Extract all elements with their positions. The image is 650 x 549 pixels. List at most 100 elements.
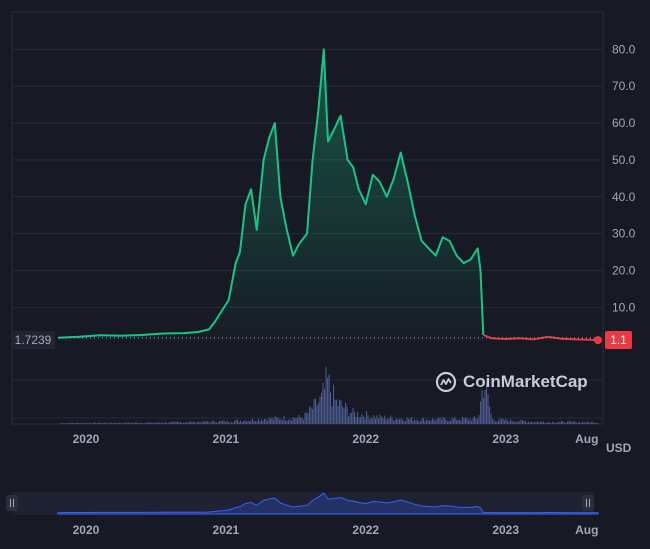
volume-bar xyxy=(81,423,83,424)
volume-bar xyxy=(376,415,378,424)
volume-bar xyxy=(180,422,182,424)
volume-bar xyxy=(453,418,455,424)
volume-bar xyxy=(396,418,398,424)
volume-bar xyxy=(384,415,386,424)
volume-bar xyxy=(447,421,449,424)
volume-bar xyxy=(414,419,416,424)
volume-bar xyxy=(177,421,179,424)
volume-bar xyxy=(513,421,515,424)
volume-bar xyxy=(204,421,206,424)
volume-bar xyxy=(324,388,326,424)
volume-bar xyxy=(169,422,171,424)
current-price-dot xyxy=(594,336,602,345)
y-axis: 10.0 20.0 30.0 40.0 50.0 60.0 70.0 80.0 xyxy=(612,42,636,314)
volume-bar xyxy=(372,418,374,424)
volume-bar xyxy=(469,418,471,424)
volume-bar xyxy=(154,422,156,424)
volume-bar xyxy=(579,421,581,424)
y-tick-label: 30.0 xyxy=(612,227,636,241)
volume-bar xyxy=(594,423,596,424)
grid-lines xyxy=(12,48,603,419)
volume-bar xyxy=(492,419,494,424)
x-axis: 2020 2021 2022 2023 Aug xyxy=(73,432,599,446)
volume-bar xyxy=(537,421,539,424)
volume-bar xyxy=(249,421,251,424)
volume-bar xyxy=(94,422,96,424)
volume-bar xyxy=(139,423,141,424)
volume-bar xyxy=(375,418,377,424)
volume-bar xyxy=(228,422,230,424)
volume-bar xyxy=(429,420,431,424)
volume-bar xyxy=(262,420,264,424)
volume-bar xyxy=(291,420,293,424)
volume-bar xyxy=(162,422,164,424)
volume-bar xyxy=(444,417,446,424)
volume-bar xyxy=(582,421,584,424)
volume-bar xyxy=(418,421,420,424)
volume-bar xyxy=(85,423,87,424)
start-price-label: 1.7239 xyxy=(11,331,55,349)
volume-bar xyxy=(508,421,510,424)
volume-bar xyxy=(403,421,405,424)
volume-bar xyxy=(520,419,522,424)
volume-bar xyxy=(334,399,336,424)
volume-bar xyxy=(282,420,284,424)
volume-bar xyxy=(130,423,132,424)
volume-bar xyxy=(285,420,287,424)
volume-bar xyxy=(339,399,341,424)
volume-bar xyxy=(234,420,236,424)
volume-bar xyxy=(577,422,579,424)
volume-bar xyxy=(69,423,71,424)
navigator-handle-right[interactable] xyxy=(582,495,594,511)
volume-bar xyxy=(562,421,564,424)
volume-bar xyxy=(360,417,362,424)
volume-bar xyxy=(583,422,585,424)
volume-bar xyxy=(555,422,557,424)
volume-bar xyxy=(489,406,491,424)
volume-bar xyxy=(472,417,474,424)
navigator-x-tick-label: 2022 xyxy=(352,523,379,537)
volume-bar xyxy=(589,422,591,424)
volume-bar xyxy=(522,420,524,424)
volume-bar xyxy=(120,423,122,424)
volume-bar xyxy=(72,422,74,424)
volume-bar xyxy=(408,419,410,424)
volume-bar xyxy=(424,421,426,424)
volume-bar xyxy=(576,423,578,424)
navigator-handle-left[interactable] xyxy=(6,495,18,511)
volume-bar xyxy=(226,420,228,424)
volume-bar xyxy=(450,420,452,424)
y-tick-label: 60.0 xyxy=(612,116,636,130)
volume-bar xyxy=(459,419,461,424)
volume-bar xyxy=(315,398,317,424)
volume-bar xyxy=(219,420,221,424)
price-line-up xyxy=(57,48,485,339)
current-price-label: 1.1 xyxy=(605,331,632,349)
volume-bar xyxy=(60,423,62,424)
volume-bar xyxy=(511,421,513,424)
volume-bar xyxy=(421,418,423,424)
volume-bar xyxy=(570,421,572,424)
volume-bar xyxy=(475,418,477,424)
volume-bar xyxy=(529,422,531,424)
volume-bar xyxy=(415,420,417,424)
volume-bar xyxy=(76,422,78,424)
volume-bar xyxy=(277,417,279,424)
volume-bar xyxy=(333,384,335,424)
volume-bar xyxy=(328,374,330,424)
volume-bar xyxy=(442,417,444,424)
volume-bar xyxy=(189,421,191,424)
volume-bar xyxy=(268,417,270,424)
volume-bar xyxy=(174,421,176,424)
volume-bar xyxy=(514,421,516,424)
volume-bar xyxy=(540,421,542,424)
volume-bar xyxy=(144,423,146,424)
volume-bar xyxy=(244,420,246,424)
volume-bar xyxy=(549,421,551,424)
volume-bar xyxy=(307,412,309,424)
volume-bar xyxy=(507,420,509,424)
volume-bar xyxy=(556,422,558,424)
volume-bar xyxy=(538,422,540,424)
navigator[interactable]: 2020 2021 2022 2023 Aug xyxy=(6,492,599,537)
volume-bar xyxy=(553,422,555,424)
